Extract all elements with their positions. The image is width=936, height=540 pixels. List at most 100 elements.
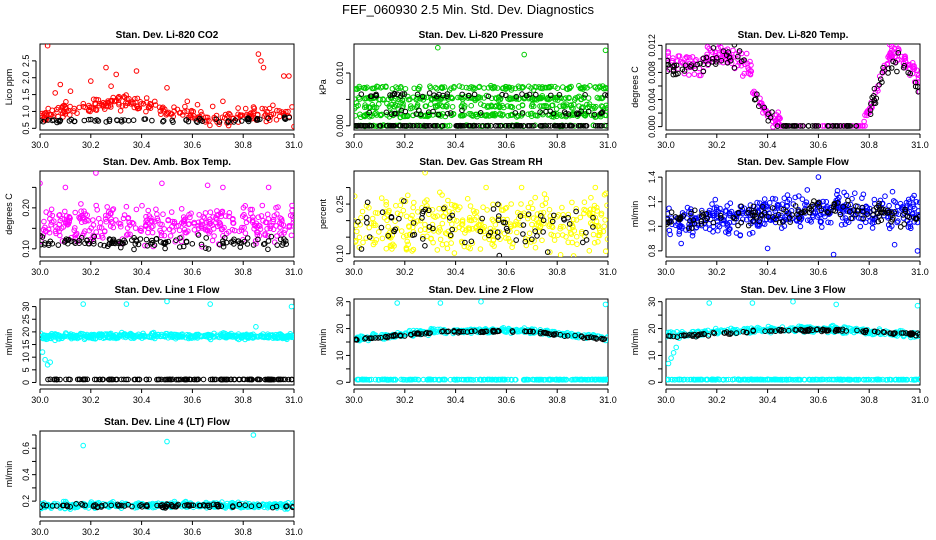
data-point — [910, 203, 916, 210]
data-point — [915, 208, 920, 214]
data-point — [285, 376, 292, 383]
data-point — [747, 58, 753, 65]
data-point — [407, 215, 414, 222]
x-axis: 30.0 30.2 30.4 30.6 30.8 31.0 — [345, 133, 617, 150]
data-point — [71, 227, 77, 234]
data-point — [374, 210, 381, 216]
data-point — [567, 230, 574, 236]
data-point — [64, 219, 71, 226]
data-point — [456, 376, 462, 383]
data-point — [403, 246, 410, 253]
data-point — [676, 231, 683, 237]
data-point — [583, 123, 590, 129]
data-point — [391, 110, 398, 117]
data-point — [718, 215, 724, 221]
data-point — [517, 211, 523, 217]
data-point — [853, 123, 859, 129]
data-point — [271, 239, 278, 245]
data-point — [451, 250, 458, 256]
data-point — [106, 236, 113, 242]
data-point — [232, 117, 238, 123]
data-point — [108, 104, 114, 110]
data-point — [912, 215, 919, 222]
data-point — [715, 222, 721, 228]
panel-title: Stan. Dev. Line 3 Flow — [741, 285, 846, 296]
data-point — [414, 123, 421, 129]
data-point — [449, 212, 456, 219]
y-tick-label: 10 — [335, 350, 345, 360]
series-black — [40, 114, 293, 126]
data-point — [262, 240, 268, 247]
data-point — [577, 214, 584, 221]
data-point — [779, 201, 786, 207]
data-point — [74, 110, 80, 116]
data-point — [724, 220, 730, 227]
data-point — [259, 105, 266, 112]
data-point — [426, 211, 432, 218]
data-point — [599, 109, 606, 115]
data-point — [857, 223, 864, 230]
data-point — [464, 195, 471, 202]
data-point — [804, 217, 811, 223]
data-point — [576, 93, 582, 100]
data-point — [455, 330, 462, 336]
data-point — [519, 91, 525, 97]
data-point — [666, 205, 672, 212]
points-layer — [354, 299, 608, 383]
data-point — [155, 331, 162, 338]
data-point — [226, 210, 233, 216]
data-point — [250, 242, 257, 248]
data-point — [869, 225, 876, 231]
data-point — [686, 225, 692, 231]
data-point — [254, 224, 261, 230]
y-axis-label: ml/min — [630, 329, 640, 356]
data-point — [47, 359, 54, 366]
data-point — [784, 202, 791, 209]
panel-3: Stan. Dev. Li-820 Temp.30.0 30.2 30.4 30.6 3… — [630, 30, 929, 150]
data-point — [383, 245, 390, 252]
y-tick-label: 10 — [647, 350, 657, 360]
data-point — [694, 61, 701, 68]
data-point — [138, 332, 145, 339]
data-point — [908, 225, 914, 232]
y-tick-label: 20 — [335, 324, 345, 334]
data-point — [439, 376, 446, 383]
data-point — [78, 208, 84, 214]
data-point — [876, 82, 883, 88]
data-point — [283, 108, 289, 115]
data-point — [879, 69, 886, 76]
data-point — [702, 225, 709, 231]
data-point — [364, 84, 370, 91]
data-point — [462, 239, 468, 246]
data-point — [414, 91, 421, 98]
data-point — [542, 123, 549, 129]
data-point — [94, 117, 100, 123]
x-tick-label: 30.0 — [31, 267, 49, 277]
data-point — [72, 209, 78, 216]
data-point — [734, 326, 740, 333]
data-point — [437, 189, 443, 196]
data-point — [825, 123, 831, 129]
data-point — [465, 92, 472, 99]
data-point — [581, 199, 588, 205]
data-point — [554, 213, 561, 220]
series-yellow — [354, 171, 608, 257]
data-point — [513, 93, 520, 100]
data-point — [143, 223, 149, 230]
data-point — [503, 92, 509, 99]
data-point — [287, 212, 294, 219]
data-point — [366, 204, 372, 211]
data-point — [84, 237, 90, 244]
data-point — [131, 246, 137, 253]
data-point — [735, 53, 741, 60]
data-point — [449, 226, 456, 233]
data-point — [109, 376, 115, 383]
data-point — [765, 111, 772, 117]
data-point — [496, 213, 502, 219]
data-point — [380, 96, 386, 102]
data-point — [594, 208, 601, 214]
data-point — [561, 103, 568, 109]
data-point — [691, 220, 698, 227]
data-point — [394, 300, 401, 306]
data-point — [256, 376, 262, 383]
